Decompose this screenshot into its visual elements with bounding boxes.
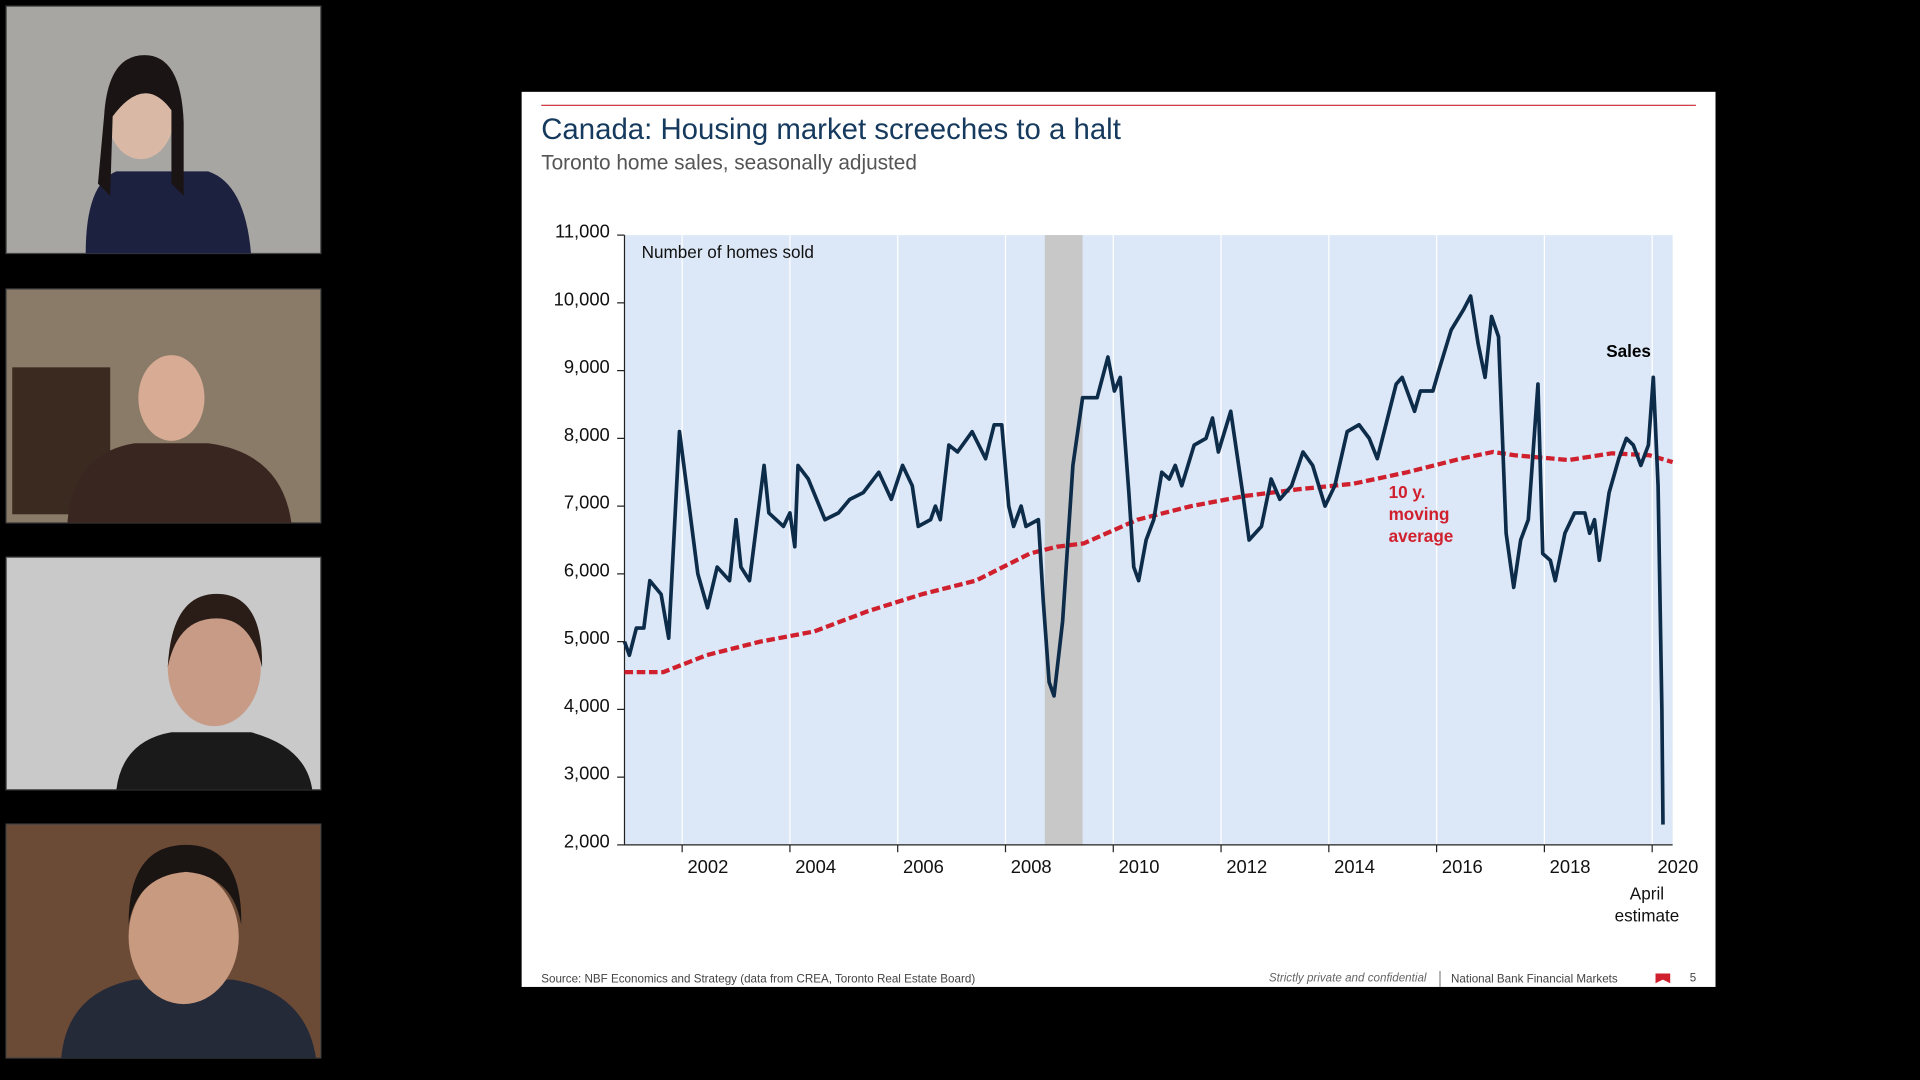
x-tick-label: 2016 (1442, 856, 1483, 877)
series-label: Sales (1606, 341, 1651, 361)
series-label: 10 y. (1389, 482, 1426, 502)
source-note: Source: NBF Economics and Strategy (data… (541, 973, 975, 986)
series-line (622, 294, 1665, 825)
series-label: moving (1389, 504, 1450, 524)
y-tick-label: 5,000 (564, 627, 610, 648)
x-tick-label: 2010 (1119, 856, 1160, 877)
person (167, 593, 263, 668)
video-tile[interactable] (5, 288, 322, 524)
annotation: estimate (1615, 906, 1680, 926)
slide-subtitle: Toronto home sales, seasonally adjusted (541, 152, 917, 175)
y-tick-label: 10,000 (554, 288, 610, 309)
logo (1655, 973, 1671, 984)
slide-title: Canada: Housing market screeches to a ha… (541, 113, 1121, 146)
y-tick-label: 11,000 (555, 220, 610, 241)
person (167, 608, 261, 727)
axis-label: Number of homes sold (642, 242, 814, 262)
person (128, 844, 242, 925)
x-tick-label: 2008 (1011, 856, 1052, 877)
y-tick-label: 4,000 (564, 695, 610, 716)
annotation: April (1630, 884, 1664, 904)
recession-band (1044, 235, 1083, 845)
x-tick-label: 2006 (903, 856, 944, 877)
y-tick-label: 9,000 (564, 356, 610, 377)
y-tick-label: 2,000 (564, 830, 610, 851)
chart: 2002 2004 2006 2008 2010 2012 2014 2016 2018 2020… (554, 220, 1699, 925)
series-label: average (1389, 526, 1454, 546)
person (61, 979, 316, 1058)
page-number: 5 (1690, 971, 1696, 984)
confidential-note: Strictly private and confidential (1269, 971, 1427, 984)
person (128, 869, 239, 1005)
x-tick-label: 2018 (1550, 856, 1591, 877)
video-tile[interactable] (5, 556, 322, 791)
plot-area (624, 235, 1673, 845)
x-tick-label: 2012 (1226, 856, 1267, 877)
x-tick-label: 2004 (795, 856, 836, 877)
person (85, 171, 252, 254)
video-tile[interactable] (5, 823, 322, 1059)
y-tick-label: 7,000 (564, 492, 610, 513)
person (116, 732, 313, 790)
series-line (624, 449, 1674, 675)
person (67, 443, 292, 523)
x-tick-label: 2002 (687, 856, 728, 877)
video-tile[interactable] (5, 5, 322, 255)
company-name: National Bank Financial Markets (1451, 973, 1618, 986)
y-tick-label: 8,000 (564, 424, 610, 445)
y-tick-label: 6,000 (564, 559, 610, 580)
person (97, 55, 184, 196)
x-tick-label: 2014 (1334, 856, 1375, 877)
x-tick-label: 2020 (1657, 856, 1698, 877)
y-tick-label: 3,000 (564, 763, 610, 784)
person (138, 355, 205, 441)
